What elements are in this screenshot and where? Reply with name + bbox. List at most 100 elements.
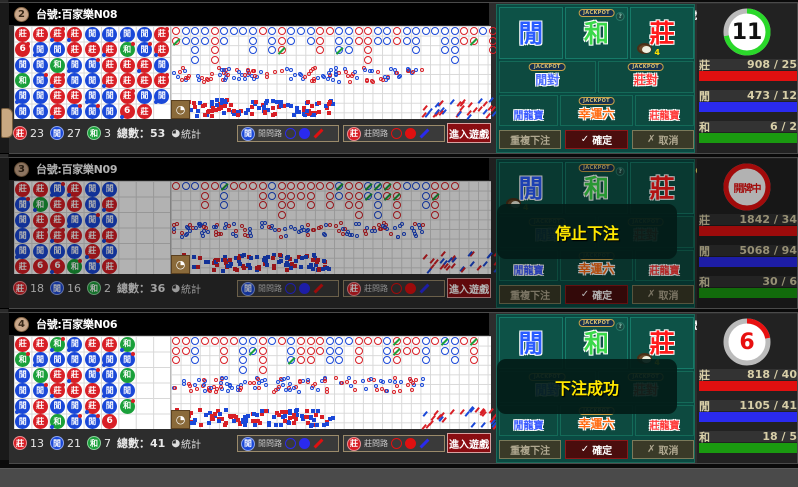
big-road-mark <box>277 191 286 200</box>
big-eye-road <box>171 66 491 84</box>
repeat-bet-button[interactable]: 重複下注 <box>499 130 562 149</box>
statistics-button[interactable]: ◕ 統計 <box>171 126 201 141</box>
table-panel-2: 2台號:百家樂N08遊戲局號:GN008249191I6莊6閒和閒閒莊閒閒閒閒閒… <box>9 2 798 154</box>
rail-tab-2[interactable] <box>0 157 9 309</box>
bead-cell: 閒 <box>15 57 31 73</box>
tie-count-icon: 和 <box>87 126 101 140</box>
repeat-bet-button[interactable]: 重複下注 <box>499 285 562 304</box>
help-icon[interactable]: ? <box>615 322 625 331</box>
big-road-mark <box>441 182 449 191</box>
bead-cell: 閒 <box>50 352 65 368</box>
big-road-mark <box>373 27 382 36</box>
big-road-mark <box>220 337 229 346</box>
road-history-clock-button[interactable]: ◔ <box>171 255 190 274</box>
help-icon[interactable]: ? <box>615 167 625 176</box>
side-stat-value: 18 / 5 <box>762 430 797 443</box>
ask-banker-road-label: 莊問路 <box>364 439 388 448</box>
jackpot-badge: JACKPOT <box>578 97 615 105</box>
big-road-mark <box>479 27 488 36</box>
ask-player-road-label: 閒問路 <box>258 284 282 293</box>
cancel-bet-button[interactable]: ✗ 取消 <box>631 440 694 459</box>
rail-tab-1[interactable] <box>0 2 9 154</box>
bet-area-lucky-six[interactable]: JACKPOT 幸運六 <box>559 95 634 126</box>
bet-area-player-pair[interactable]: JACKPOT 閒對 <box>499 61 596 93</box>
big-road-mark <box>287 182 296 191</box>
ask-player-road[interactable]: 閒閒問路 <box>237 280 339 297</box>
enter-game-button[interactable]: 進入遊戲 <box>447 278 491 298</box>
bet-area-banker-dragon[interactable]: 莊龍寶 <box>635 95 694 126</box>
ask-player-road[interactable]: 閒閒問路 <box>237 125 339 142</box>
ask-banker-road[interactable]: 莊莊問路 <box>343 125 445 142</box>
big-eye-mark <box>337 71 342 76</box>
bet-area-banker-dragon-label: 莊龍寶 <box>649 111 680 122</box>
small-road-mark <box>244 416 249 421</box>
bead-cell: 莊 <box>102 42 118 58</box>
statistics-button[interactable]: ◕ 統計 <box>171 281 201 296</box>
banker-pair-dot <box>26 352 31 357</box>
big-eye-mark <box>196 378 201 383</box>
small-road-mark <box>216 408 221 413</box>
big-road-mark <box>393 337 401 346</box>
small-road-mark <box>222 258 227 263</box>
bead-cell: 閒 <box>119 383 135 399</box>
big-eye-mark <box>183 68 188 73</box>
big-eye-mark <box>206 230 211 235</box>
small-road-mark <box>235 417 240 422</box>
bead-cell: 閒 <box>15 383 31 399</box>
big-eye-mark <box>223 78 228 83</box>
confirm-bet-button[interactable]: ✓ 確定 <box>565 285 628 304</box>
big-road-mark <box>229 182 238 191</box>
big-eye-mark <box>348 383 353 388</box>
big-eye-mark <box>193 225 198 230</box>
confirm-bet-button[interactable]: ✓ 確定 <box>565 130 628 149</box>
cancel-bet-button[interactable]: ✗ 取消 <box>631 285 694 304</box>
side-stats-panel: 開牌中莊 1842 / 34 閒 5068 / 94 和 30 / 6 <box>697 159 797 308</box>
bet-area-player[interactable]: 閒 <box>499 7 563 59</box>
table-panel-4: 4台號:百家樂N06遊戲局號:GN006249191IL莊和閒閒閒閒莊閒和閒莊莊… <box>9 312 798 464</box>
bet-area-player-dragon[interactable]: 閒龍寶 <box>499 95 558 126</box>
ask-banker-road[interactable]: 莊莊問路 <box>343 435 445 452</box>
placed-chip[interactable] <box>637 43 653 54</box>
bet-area-banker-pair[interactable]: JACKPOT 莊對 <box>597 61 694 93</box>
cancel-bet-button[interactable]: ✗ 取消 <box>631 130 694 149</box>
countdown-timer: 開牌中 <box>723 163 771 211</box>
help-icon[interactable]: ? <box>615 12 625 21</box>
big-road-mark <box>201 191 209 200</box>
enter-game-button[interactable]: 進入遊戲 <box>447 123 491 143</box>
road-history-clock-button[interactable]: ◔ <box>171 410 190 429</box>
panel-table-title: 台號:百家樂N08 <box>36 8 118 21</box>
big-eye-road <box>171 376 491 394</box>
ask-player-road[interactable]: 閒閒問路 <box>237 435 339 452</box>
side-stats-panel: 6 莊 818 / 40 閒 1105 / 41 和 18 / 5 <box>697 314 797 463</box>
big-road-mark <box>450 182 459 191</box>
big-eye-mark <box>223 222 228 227</box>
small-road-mark <box>300 256 305 261</box>
big-road-mark <box>229 337 238 346</box>
ask-banker-road[interactable]: 莊莊問路 <box>343 280 445 297</box>
bead-cell: 閒 <box>84 73 100 89</box>
bet-area-tie[interactable]: JACKPOT? 和 <box>564 7 629 59</box>
confirm-bet-button[interactable]: ✓ 確定 <box>565 440 628 459</box>
small-road-mark <box>219 98 224 103</box>
big-eye-mark <box>184 225 189 230</box>
small-road-mark <box>239 108 244 113</box>
action-button-row: 重複下注 ✓ 確定 ✗ 取消 <box>499 285 694 304</box>
repeat-bet-button[interactable]: 重複下注 <box>499 440 562 459</box>
rail-drag-handle[interactable] <box>1 108 13 138</box>
bead-cell: 莊 <box>67 383 83 399</box>
side-stat-value: 818 / 40 <box>747 368 797 381</box>
ask-banker-road-ring-mark <box>391 438 402 449</box>
big-road-mark <box>345 36 353 45</box>
road-history-clock-button[interactable]: ◔ <box>171 100 190 119</box>
big-eye-mark <box>410 387 415 392</box>
rail-tab-3[interactable] <box>0 312 9 464</box>
small-road-mark <box>274 410 279 415</box>
banker-pair-dot <box>130 88 135 93</box>
bead-cell: 閒 <box>102 383 118 399</box>
panel-header: 2 台號:百家樂N08 <box>9 3 489 25</box>
enter-game-button[interactable]: 進入遊戲 <box>447 433 491 453</box>
statistics-button[interactable]: ◕ 統計 <box>171 436 201 451</box>
big-eye-mark <box>206 386 211 391</box>
small-road-mark <box>257 105 262 110</box>
